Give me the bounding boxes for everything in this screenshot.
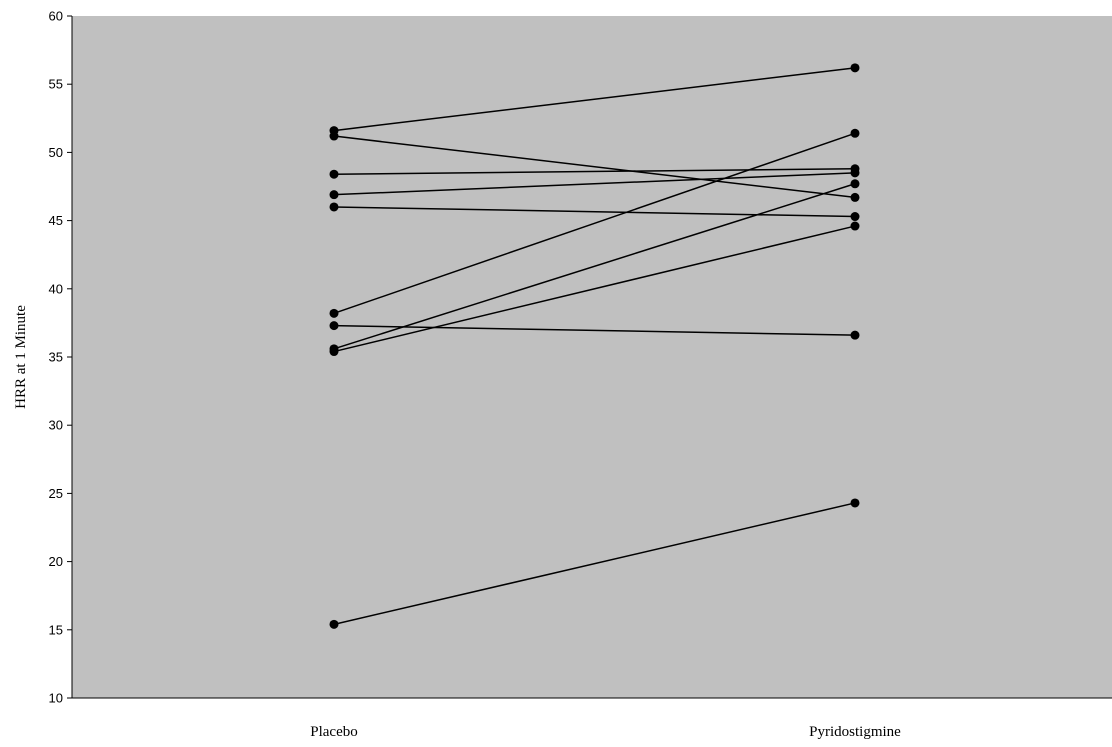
series-line [333,172,856,196]
y-axis: 10 15 20 25 30 35 40 45 50 55 60 [49,9,73,706]
series-line [333,132,856,315]
data-point [850,212,860,222]
data-point [850,221,860,231]
data-point [329,347,339,357]
y-tick-label: 10 [49,691,63,706]
y-tick-label: 50 [49,145,63,160]
series-9 [329,221,860,357]
y-tick-label: 60 [49,9,63,24]
series-layer [329,63,860,629]
y-axis-title: HRR at 1 Minute [13,305,29,409]
series-line [333,67,856,132]
data-point [329,308,339,318]
data-point [850,330,860,340]
y-tick-label: 25 [49,486,63,501]
series-2 [329,131,860,202]
data-point [329,202,339,212]
series-10 [329,498,860,629]
series-line [333,168,856,175]
series-5 [329,202,860,222]
series-7 [329,321,860,340]
y-tick-label: 30 [49,418,63,433]
series-line [333,502,856,626]
data-point [850,128,860,138]
data-point [850,168,860,178]
data-point [850,63,860,73]
y-tick-label: 45 [49,213,63,228]
series-line [333,183,856,350]
y-tick-label: 20 [49,554,63,569]
plot-area [72,16,1112,698]
data-point [329,619,339,629]
x-category-label: Pyridostigmine [809,724,901,740]
data-point [850,498,860,508]
y-tick-label: 35 [49,350,63,365]
series-line [333,225,856,353]
y-tick-label: 55 [49,77,63,92]
series-6 [329,128,860,318]
data-point [850,179,860,189]
series-line [333,324,856,336]
series-line [333,206,856,218]
y-tick-label: 15 [49,622,63,637]
data-point [329,131,339,141]
data-point [329,190,339,200]
x-axis-labels: Placebo Pyridostigmine [310,724,901,740]
x-category-label: Placebo [310,724,357,740]
data-point [850,192,860,202]
data-point [329,169,339,179]
series-line [333,135,856,199]
series-4 [329,168,860,200]
data-point [329,321,339,331]
y-tick-label: 40 [49,281,63,296]
